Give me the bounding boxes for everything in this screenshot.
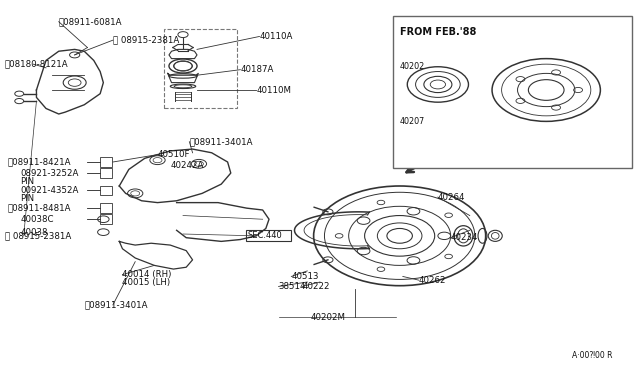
Text: 08921-3252A: 08921-3252A xyxy=(20,169,79,177)
Text: 40242A: 40242A xyxy=(170,161,204,170)
Text: Ⓟ 08915-2381A: Ⓟ 08915-2381A xyxy=(4,231,71,240)
Text: FROM FEB.'88: FROM FEB.'88 xyxy=(399,27,476,37)
FancyBboxPatch shape xyxy=(394,16,632,167)
Text: ⓝ08911-3401A: ⓝ08911-3401A xyxy=(84,300,148,310)
Text: 40110M: 40110M xyxy=(256,86,291,94)
Text: 40038: 40038 xyxy=(20,228,48,237)
Text: 40202: 40202 xyxy=(399,61,425,71)
Text: 38514: 38514 xyxy=(278,282,306,291)
Text: 40207: 40207 xyxy=(399,117,425,126)
Text: 40264: 40264 xyxy=(438,193,465,202)
Text: ⓝ08911-8421A: ⓝ08911-8421A xyxy=(8,157,71,167)
Text: 40014 (RH): 40014 (RH) xyxy=(122,270,172,279)
Text: 40510F: 40510F xyxy=(157,150,190,159)
Text: 40202M: 40202M xyxy=(310,312,346,321)
Text: 40262: 40262 xyxy=(419,276,446,285)
Text: PIN: PIN xyxy=(20,177,35,186)
Text: 40038C: 40038C xyxy=(20,215,54,224)
FancyBboxPatch shape xyxy=(246,230,291,241)
Text: A·00⁈00 R: A·00⁈00 R xyxy=(572,351,612,360)
Text: ⓝ08911-6081A: ⓝ08911-6081A xyxy=(59,17,122,26)
Text: 00921-4352A: 00921-4352A xyxy=(20,186,79,195)
Text: ⓝ08911-8481A: ⓝ08911-8481A xyxy=(8,203,71,213)
Text: ⓝ08911-3401A: ⓝ08911-3401A xyxy=(189,137,253,146)
Text: 40110A: 40110A xyxy=(259,32,293,41)
Text: SEC.440: SEC.440 xyxy=(248,231,283,240)
Text: 40513: 40513 xyxy=(291,272,319,281)
Text: 40222: 40222 xyxy=(302,282,330,291)
Text: 40015 (LH): 40015 (LH) xyxy=(122,278,171,287)
Text: 40187A: 40187A xyxy=(241,65,274,74)
Text: Ⓑ08180-8121A: Ⓑ08180-8121A xyxy=(4,60,68,69)
Text: Ⓟ 08915-2381A: Ⓟ 08915-2381A xyxy=(113,36,179,45)
Text: PIN: PIN xyxy=(20,195,35,203)
Text: 40234: 40234 xyxy=(451,233,478,242)
